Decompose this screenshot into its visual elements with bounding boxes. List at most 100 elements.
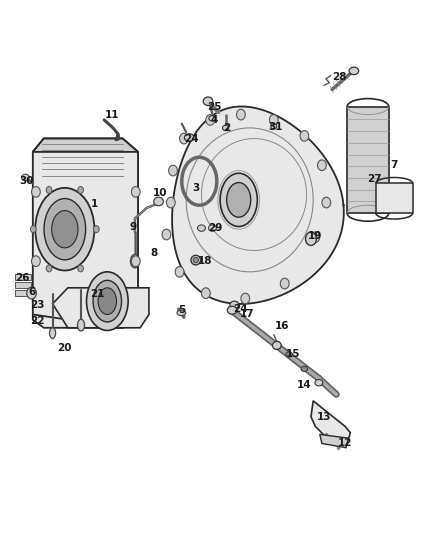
Text: 26: 26	[14, 273, 29, 283]
Ellipse shape	[154, 197, 163, 206]
Ellipse shape	[272, 342, 281, 350]
Text: 7: 7	[391, 160, 398, 170]
Text: 20: 20	[57, 343, 72, 352]
Polygon shape	[15, 282, 31, 288]
Text: 21: 21	[90, 289, 105, 299]
Ellipse shape	[300, 131, 309, 141]
Polygon shape	[347, 107, 389, 213]
Ellipse shape	[93, 280, 122, 322]
Ellipse shape	[177, 310, 186, 316]
Text: 29: 29	[208, 223, 223, 232]
Ellipse shape	[131, 187, 140, 197]
Ellipse shape	[191, 255, 201, 265]
Ellipse shape	[201, 288, 210, 298]
Ellipse shape	[78, 187, 83, 193]
Ellipse shape	[241, 293, 250, 304]
Ellipse shape	[237, 109, 245, 120]
Text: 9: 9	[129, 222, 136, 231]
Text: 17: 17	[240, 310, 255, 319]
Text: 18: 18	[198, 256, 212, 266]
Ellipse shape	[269, 115, 278, 125]
Polygon shape	[15, 290, 31, 296]
Ellipse shape	[27, 287, 36, 299]
Text: 23: 23	[30, 300, 45, 310]
Ellipse shape	[223, 125, 229, 131]
Ellipse shape	[35, 188, 94, 271]
Ellipse shape	[209, 116, 215, 121]
Text: 14: 14	[297, 380, 312, 390]
Ellipse shape	[271, 124, 277, 129]
Ellipse shape	[46, 187, 52, 193]
Ellipse shape	[162, 229, 171, 240]
Ellipse shape	[30, 226, 36, 232]
Ellipse shape	[52, 211, 78, 248]
Ellipse shape	[311, 232, 320, 243]
Text: 11: 11	[104, 110, 119, 119]
Ellipse shape	[32, 256, 40, 266]
Text: 10: 10	[152, 188, 167, 198]
Ellipse shape	[93, 226, 99, 232]
Ellipse shape	[49, 328, 56, 338]
Ellipse shape	[44, 199, 86, 260]
Ellipse shape	[315, 379, 323, 386]
Ellipse shape	[208, 225, 216, 231]
Polygon shape	[33, 139, 138, 152]
Ellipse shape	[21, 174, 29, 181]
Polygon shape	[376, 183, 413, 213]
Ellipse shape	[78, 319, 85, 331]
Ellipse shape	[305, 232, 316, 245]
Ellipse shape	[286, 352, 293, 357]
Text: 13: 13	[317, 412, 332, 422]
Ellipse shape	[203, 97, 213, 106]
Polygon shape	[311, 401, 350, 443]
Polygon shape	[33, 139, 138, 328]
Polygon shape	[33, 139, 138, 328]
Ellipse shape	[131, 255, 139, 268]
Polygon shape	[53, 288, 149, 328]
Polygon shape	[172, 107, 344, 304]
Ellipse shape	[166, 197, 175, 208]
Text: 28: 28	[332, 72, 347, 82]
Text: 22: 22	[30, 316, 45, 326]
Ellipse shape	[32, 187, 40, 197]
Text: 1: 1	[91, 199, 98, 208]
Text: 16: 16	[275, 321, 290, 331]
Ellipse shape	[169, 165, 177, 176]
Text: 2: 2	[223, 123, 230, 133]
Text: 27: 27	[367, 174, 382, 183]
Text: 24: 24	[184, 134, 199, 143]
Text: 15: 15	[285, 350, 300, 359]
Ellipse shape	[227, 306, 237, 314]
Polygon shape	[15, 274, 31, 280]
Ellipse shape	[46, 265, 52, 272]
Ellipse shape	[220, 173, 257, 227]
Text: 30: 30	[19, 176, 34, 186]
Ellipse shape	[301, 366, 307, 372]
Ellipse shape	[206, 115, 215, 125]
Ellipse shape	[86, 272, 128, 330]
Polygon shape	[320, 434, 348, 448]
Ellipse shape	[322, 197, 331, 208]
Text: 12: 12	[338, 439, 353, 448]
Ellipse shape	[184, 134, 194, 141]
Text: 31: 31	[268, 122, 283, 132]
Ellipse shape	[193, 257, 198, 263]
Ellipse shape	[180, 133, 188, 144]
Ellipse shape	[230, 301, 239, 309]
Ellipse shape	[280, 278, 289, 289]
Text: 25: 25	[207, 102, 222, 111]
Ellipse shape	[349, 67, 359, 75]
Text: 19: 19	[308, 231, 322, 240]
Ellipse shape	[175, 266, 184, 277]
Text: 6: 6	[28, 287, 35, 297]
Ellipse shape	[227, 182, 251, 217]
Ellipse shape	[198, 225, 205, 231]
Text: 3: 3	[193, 183, 200, 192]
Ellipse shape	[318, 160, 326, 171]
Ellipse shape	[98, 288, 117, 314]
Text: 4: 4	[210, 115, 217, 125]
Ellipse shape	[78, 265, 83, 272]
Text: 24: 24	[233, 304, 247, 314]
Ellipse shape	[131, 256, 140, 266]
Text: 8: 8	[151, 248, 158, 258]
